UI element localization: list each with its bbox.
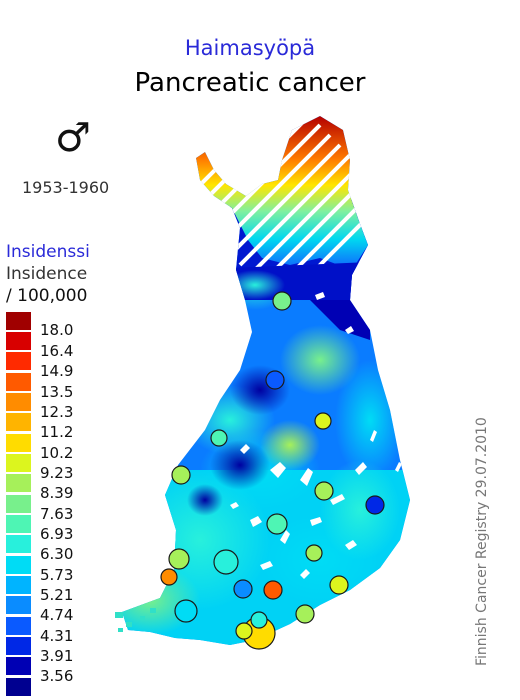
legend-swatch — [6, 637, 31, 655]
municipality-marker — [314, 481, 334, 501]
legend-label: 7.63 — [40, 505, 74, 523]
legend-swatch — [6, 657, 31, 675]
male-symbol-icon: ♂ — [55, 115, 91, 161]
legend-unit: / 100,000 — [6, 286, 88, 306]
municipality-marker — [210, 429, 228, 447]
time-period: 1953-1960 — [22, 178, 110, 197]
legend-label: 12.3 — [40, 403, 74, 421]
municipality-marker — [329, 575, 349, 595]
legend-swatch — [6, 556, 31, 574]
municipality-marker — [266, 513, 288, 535]
municipality-marker — [168, 548, 190, 570]
legend-swatch — [6, 495, 31, 513]
legend-swatch — [6, 678, 31, 696]
municipality-marker — [295, 604, 315, 624]
legend-label: 5.21 — [40, 586, 74, 604]
legend-swatch — [6, 515, 31, 533]
municipality-marker — [174, 599, 198, 623]
legend-label: 6.93 — [40, 525, 74, 543]
municipality-marker — [160, 568, 178, 586]
legend-swatch — [6, 373, 31, 391]
legend-label: 18.0 — [40, 321, 74, 339]
municipality-marker — [171, 465, 191, 485]
lakes — [230, 292, 402, 579]
legend-label: 11.2 — [40, 423, 74, 441]
legend-label: 8.39 — [40, 484, 74, 502]
legend-swatch — [6, 474, 31, 492]
lapland-hatched-region — [196, 116, 368, 270]
legend-label: 3.56 — [40, 667, 74, 685]
municipality-marker — [314, 412, 332, 430]
legend-label: 4.74 — [40, 606, 74, 624]
legend-swatch — [6, 413, 31, 431]
legend-label: 14.9 — [40, 362, 74, 380]
map-title-english: Pancreatic cancer — [134, 68, 366, 98]
municipality-marker — [213, 549, 239, 575]
legend-label: 3.91 — [40, 647, 74, 665]
map-title-finnish: Haimasyöpä — [184, 36, 316, 60]
legend-swatch — [6, 535, 31, 553]
legend-swatch — [6, 434, 31, 452]
legend-swatch — [6, 454, 31, 472]
municipality-marker — [272, 291, 292, 311]
legend-title-english: Insidence — [6, 264, 88, 284]
municipality-marker — [365, 495, 385, 515]
legend-title-finnish: Insidenssi — [6, 242, 90, 262]
legend-label: 13.5 — [40, 383, 74, 401]
legend-swatch — [6, 312, 31, 330]
legend-swatch — [6, 393, 31, 411]
legend-label: 10.2 — [40, 444, 74, 462]
municipality-marker — [235, 622, 253, 640]
municipality-marker — [265, 370, 285, 390]
municipality-markers — [160, 291, 385, 650]
municipality-marker — [233, 579, 253, 599]
archipelago-islands — [115, 608, 156, 632]
source-credit: Finnish Cancer Registry 29.07.2010 — [474, 417, 490, 666]
map-land-surface — [122, 116, 410, 645]
legend-swatch — [6, 576, 31, 594]
legend-label: 5.73 — [40, 566, 74, 584]
municipality-marker — [263, 580, 283, 600]
municipality-marker — [250, 611, 268, 629]
legend-swatch — [6, 617, 31, 635]
municipality-marker — [305, 544, 323, 562]
legend-label: 9.23 — [40, 464, 74, 482]
legend-swatch — [6, 332, 31, 350]
legend-swatch — [6, 352, 31, 370]
legend-label: 4.31 — [40, 627, 74, 645]
legend-label: 6.30 — [40, 545, 74, 563]
legend-label: 16.4 — [40, 342, 74, 360]
legend-swatch — [6, 596, 31, 614]
